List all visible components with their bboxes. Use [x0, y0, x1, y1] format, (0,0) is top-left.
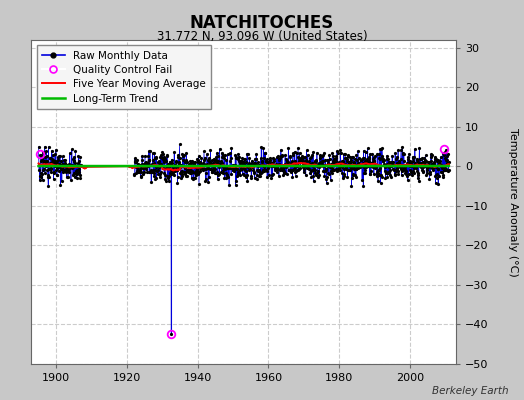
Text: 31.772 N, 93.096 W (United States): 31.772 N, 93.096 W (United States) [157, 30, 367, 43]
Y-axis label: Temperature Anomaly (°C): Temperature Anomaly (°C) [508, 128, 518, 276]
Text: NATCHITOCHES: NATCHITOCHES [190, 14, 334, 32]
Legend: Raw Monthly Data, Quality Control Fail, Five Year Moving Average, Long-Term Tren: Raw Monthly Data, Quality Control Fail, … [37, 45, 211, 109]
Text: Berkeley Earth: Berkeley Earth [432, 386, 508, 396]
